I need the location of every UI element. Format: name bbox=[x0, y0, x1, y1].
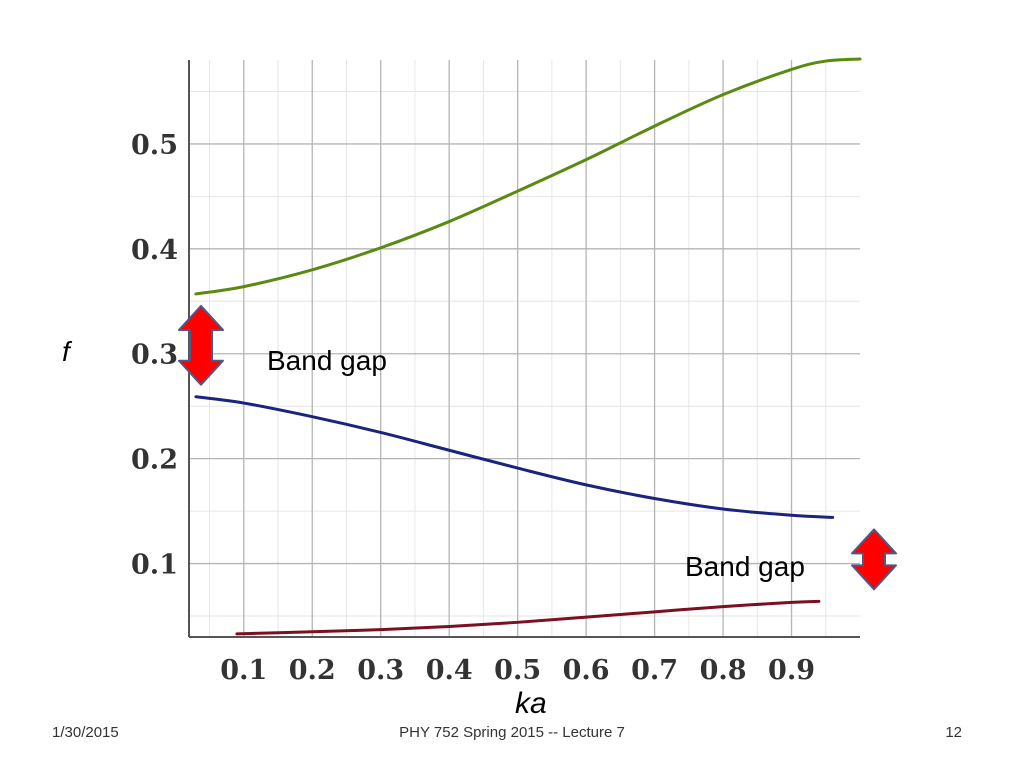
band-gap-label-lower: Band gap bbox=[685, 551, 805, 582]
y-tick-label: 0.1 bbox=[131, 550, 178, 581]
y-tick-label: 0.3 bbox=[131, 340, 178, 371]
x-tick-label: 0.8 bbox=[700, 655, 747, 686]
x-axis-label: ka bbox=[515, 687, 547, 720]
band-1-curve bbox=[235, 599, 821, 636]
x-tick-label: 0.7 bbox=[631, 655, 678, 686]
x-tick-label: 0.4 bbox=[426, 655, 473, 686]
x-tick-label: 0.5 bbox=[494, 655, 541, 686]
x-tick-label: 0.9 bbox=[768, 655, 815, 686]
footer-date: 1/30/2015 bbox=[52, 724, 119, 741]
band-gap-arrows bbox=[178, 304, 897, 591]
band-gap-arrow-icon bbox=[178, 304, 224, 386]
x-tick-label: 0.2 bbox=[289, 655, 336, 686]
tick-labels: 0.1 0.2 0.3 0.4 0.5 0.6 0.7 0.8 0.9 0.1 0.2 0.3 0.4 0… bbox=[131, 130, 815, 686]
x-tick-label: 0.1 bbox=[220, 655, 267, 686]
y-tick-label: 0.5 bbox=[131, 130, 178, 161]
y-axis-label: f bbox=[62, 336, 73, 367]
x-tick-label: 0.3 bbox=[357, 655, 404, 686]
band-gap-label-upper: Band gap bbox=[267, 345, 387, 376]
band-2-curve bbox=[194, 395, 835, 519]
y-tick-label: 0.2 bbox=[131, 445, 178, 476]
minor-gridlines bbox=[189, 60, 860, 637]
footer-course-title: PHY 752 Spring 2015 -- Lecture 7 bbox=[399, 724, 625, 741]
band-3-curve bbox=[194, 57, 862, 296]
series-layer bbox=[194, 57, 862, 636]
major-gridlines bbox=[189, 60, 860, 637]
y-tick-label: 0.4 bbox=[131, 235, 178, 266]
footer-page-number: 12 bbox=[945, 724, 962, 741]
band-gap-arrow-icon bbox=[851, 528, 897, 591]
x-tick-label: 0.6 bbox=[563, 655, 610, 686]
band-structure-chart: 0.1 0.2 0.3 0.4 0.5 0.6 0.7 0.8 0.9 0.1 0.2 0.3 0.4 0… bbox=[62, 57, 897, 720]
